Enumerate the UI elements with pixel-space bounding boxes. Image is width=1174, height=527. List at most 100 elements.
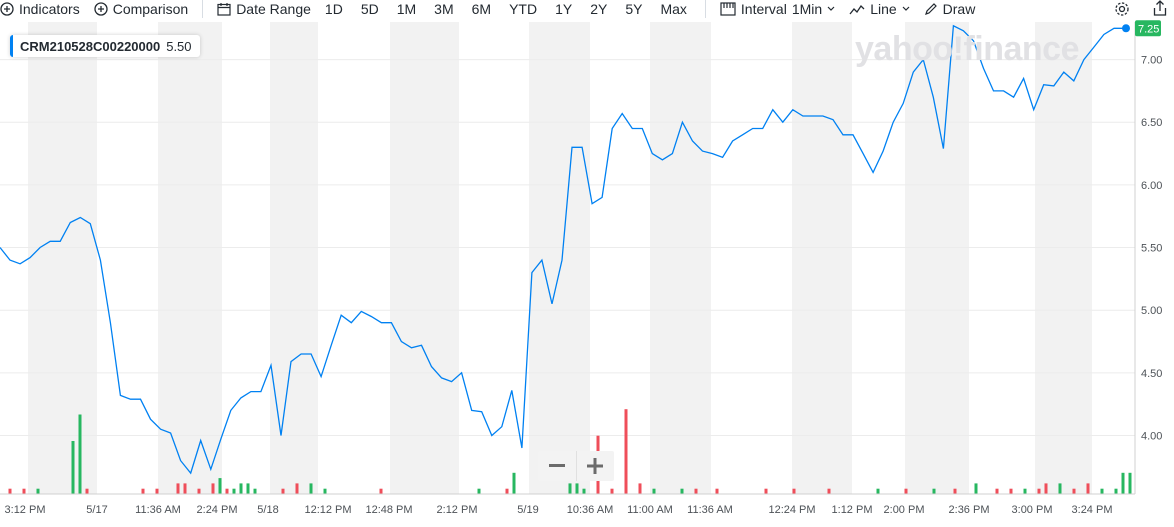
interval-button[interactable]: Interval 1Min — [720, 1, 835, 17]
x-tick-label: 3:00 PM — [1012, 504, 1053, 516]
pencil-icon — [924, 2, 938, 16]
volume-bar — [323, 488, 327, 494]
chevron-down-icon — [902, 6, 910, 12]
range-5y-button[interactable]: 5Y — [625, 1, 643, 17]
time-band — [792, 22, 852, 494]
volume-bar — [295, 483, 299, 494]
gear-icon[interactable] — [1114, 1, 1130, 22]
range-3m-button[interactable]: 3M — [434, 1, 454, 17]
share-icon[interactable] — [1153, 0, 1167, 21]
y-tick-label: 5.00 — [1141, 305, 1162, 317]
volume-bar — [995, 488, 999, 494]
x-tick-label: 2:24 PM — [197, 504, 238, 516]
y-tick-label: 5.50 — [1141, 243, 1162, 255]
symbol-color-bar — [10, 35, 13, 57]
calendar-icon — [217, 2, 231, 16]
yahoo-finance-logo: yahoo!finance — [855, 30, 1079, 68]
volume-bar — [1121, 472, 1125, 494]
draw-button[interactable]: Draw — [924, 1, 976, 17]
volume-bar — [932, 488, 936, 494]
time-band — [270, 22, 318, 494]
y-tick-label: 7.00 — [1141, 55, 1162, 67]
time-band — [158, 22, 222, 494]
volume-bar — [582, 488, 586, 494]
range-2y-button[interactable]: 2Y — [590, 1, 608, 17]
symbol-legend[interactable]: CRM210528C00220000 5.50 — [10, 35, 200, 57]
minus-icon — [548, 464, 565, 467]
volume-bar — [211, 483, 215, 494]
x-tick-label: 12:48 PM — [365, 504, 412, 516]
volume-bar — [1044, 483, 1048, 494]
x-tick-label: 3:12 PM — [5, 504, 46, 516]
volume-bar — [176, 483, 180, 494]
chart-type-label: Line — [870, 1, 897, 17]
volume-bar — [309, 483, 313, 494]
volume-bar — [22, 488, 26, 494]
volume-bar — [225, 488, 229, 494]
volume-bar — [792, 488, 796, 494]
volume-bar — [36, 488, 40, 494]
time-band — [28, 22, 97, 494]
price-line — [0, 24, 1124, 475]
interval-value: 1Min — [791, 1, 823, 17]
x-tick-label: 1:12 PM — [832, 504, 873, 516]
volume-bar — [680, 488, 684, 494]
last-price-label: 7.25 — [1138, 23, 1159, 35]
volume-bar — [1128, 472, 1132, 494]
chart-type-button[interactable]: Line — [849, 1, 910, 17]
x-tick-label: 11:36 AM — [135, 504, 181, 516]
volume-bar — [1023, 488, 1027, 494]
zoom-in-button[interactable] — [577, 451, 615, 481]
x-tick-label: 2:00 PM — [884, 504, 925, 516]
range-1m-button[interactable]: 1M — [396, 1, 417, 17]
x-tick-label: 11:00 AM — [627, 504, 673, 516]
volume-bar — [764, 488, 768, 494]
range-ytd-button[interactable]: YTD — [509, 1, 538, 17]
x-tick-label: 5/19 — [517, 504, 538, 516]
draw-label: Draw — [942, 1, 976, 17]
last-price-dot — [1122, 24, 1130, 33]
zoom-out-button[interactable] — [538, 451, 577, 481]
volume-bar — [232, 488, 236, 494]
volume-bar — [827, 488, 831, 494]
comparison-button[interactable]: Comparison — [94, 1, 188, 17]
comparison-label: Comparison — [112, 1, 189, 17]
volume-bar — [1100, 488, 1104, 494]
range-6m-button[interactable]: 6M — [471, 1, 492, 17]
last-price-label-bg — [1135, 20, 1161, 37]
range-5d-button[interactable]: 5D — [360, 1, 379, 17]
toolbar-divider — [704, 0, 706, 18]
volume-bar — [218, 478, 222, 494]
symbol-name: CRM210528C00220000 — [20, 38, 161, 54]
range-max-button[interactable]: Max — [660, 1, 687, 17]
y-tick-label: 4.00 — [1141, 430, 1162, 442]
time-band — [529, 22, 590, 494]
volume-bar — [246, 483, 250, 494]
time-band — [650, 22, 711, 494]
x-tick-label: 2:36 PM — [949, 504, 990, 516]
volume-bar — [1058, 483, 1062, 494]
volume-bar — [904, 488, 908, 494]
volume-bar — [477, 488, 481, 494]
volume-bar — [1114, 488, 1118, 494]
symbol-value: 5.50 — [166, 38, 192, 54]
volume-bar — [694, 488, 698, 494]
chart-toolbar: Indicators Comparison Date Range 1D 5D 1… — [0, 0, 1174, 18]
date-range-button[interactable]: Date Range — [217, 1, 311, 17]
y-tick-label: 4.50 — [1141, 368, 1162, 380]
volume-bar — [183, 483, 187, 494]
line-chart-icon — [849, 3, 865, 15]
indicators-label: Indicators — [19, 1, 80, 17]
volume-bar — [85, 488, 89, 494]
plus-icon — [587, 458, 604, 474]
range-1d-button[interactable]: 1D — [324, 1, 343, 17]
x-tick-label: 3:24 PM — [1072, 504, 1113, 516]
volume-bar — [512, 472, 516, 494]
plus-circle-icon — [94, 2, 108, 16]
x-tick-label: 11:36 AM — [687, 504, 733, 516]
volume-bar — [281, 488, 285, 494]
indicators-button[interactable]: Indicators — [0, 1, 80, 17]
volume-bar — [568, 483, 572, 494]
range-1y-button[interactable]: 1Y — [555, 1, 573, 17]
